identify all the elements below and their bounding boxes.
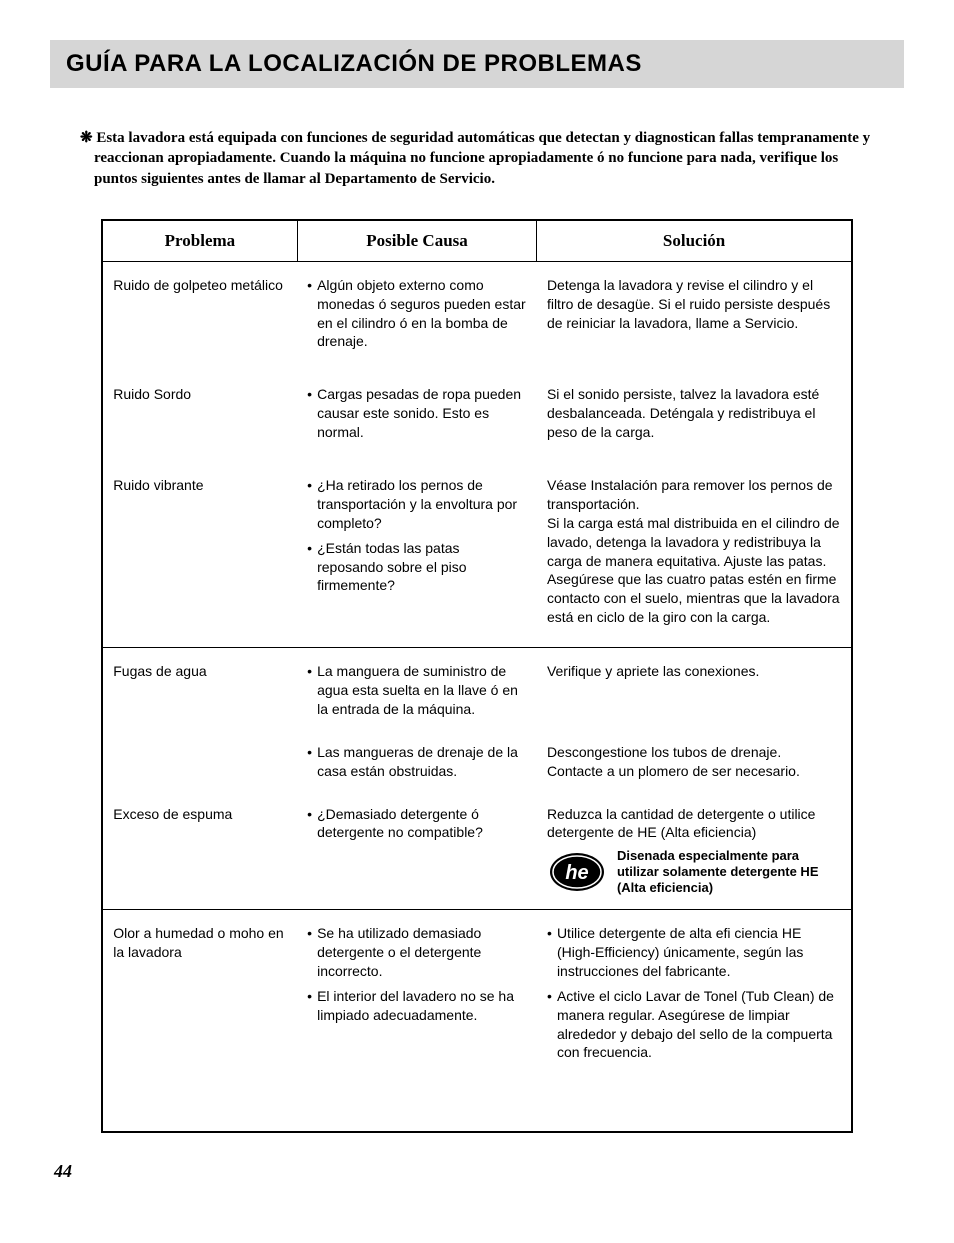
table-row: Olor a humedad o moho en la lavadora•Se … bbox=[102, 910, 852, 1083]
bullet-icon: • bbox=[307, 385, 317, 442]
cell-solution: Reduzca la cantidad de detergente o util… bbox=[537, 791, 852, 910]
cause-text: ¿Están todas las patas reposando sobre e… bbox=[317, 539, 527, 596]
cause-text: El interior del lavadero no se ha limpia… bbox=[317, 987, 527, 1025]
cell-cause: •Algún objeto externo como monedas ó seg… bbox=[297, 261, 537, 371]
he-badge-icon: he bbox=[547, 850, 607, 894]
solution-text: Active el ciclo Lavar de Tonel (Tub Clea… bbox=[557, 987, 841, 1063]
spacer-row bbox=[102, 1082, 852, 1132]
table-row: •Las mangueras de drenaje de la casa est… bbox=[102, 729, 852, 791]
header-row: Problema Posible Causa Solución bbox=[102, 220, 852, 262]
cause-text: Las mangueras de drenaje de la casa está… bbox=[317, 743, 527, 781]
cause-item: •¿Demasiado detergente ó detergente no c… bbox=[307, 805, 527, 843]
table-row: Ruido Sordo•Cargas pesadas de ropa puede… bbox=[102, 371, 852, 462]
cause-item: •¿Ha retirado los pernos de transportaci… bbox=[307, 476, 527, 533]
bullet-icon: • bbox=[307, 924, 317, 981]
cell-cause: •¿Ha retirado los pernos de transportaci… bbox=[297, 462, 537, 648]
cell-solution: Si el sonido persiste, talvez la lavador… bbox=[537, 371, 852, 462]
cell-solution: Detenga la lavadora y revise el cilindro… bbox=[537, 261, 852, 371]
cause-text: ¿Demasiado detergente ó detergente no co… bbox=[317, 805, 527, 843]
cell-problem bbox=[102, 729, 297, 791]
intro-marker: ❋ bbox=[80, 130, 96, 146]
cause-item: •Las mangueras de drenaje de la casa est… bbox=[307, 743, 527, 781]
cell-solution: Verifique y apriete las conexiones. bbox=[537, 648, 852, 729]
solution-text: Descongestione los tubos de drenaje. Con… bbox=[547, 743, 841, 781]
cause-text: La manguera de suministro de agua esta s… bbox=[317, 662, 527, 719]
cause-item: •Se ha utilizado demasiado detergente o … bbox=[307, 924, 527, 981]
bullet-icon: • bbox=[307, 805, 317, 843]
bullet-icon: • bbox=[547, 924, 557, 981]
bullet-icon: • bbox=[307, 662, 317, 719]
cell-cause: •Cargas pesadas de ropa pueden causar es… bbox=[297, 371, 537, 462]
cause-text: Algún objeto externo como monedas ó segu… bbox=[317, 276, 527, 352]
bullet-icon: • bbox=[307, 276, 317, 352]
table-row: Fugas de agua•La manguera de suministro … bbox=[102, 648, 852, 729]
cell-cause: •Las mangueras de drenaje de la casa est… bbox=[297, 729, 537, 791]
cause-item: •Cargas pesadas de ropa pueden causar es… bbox=[307, 385, 527, 442]
cell-problem: Ruido vibrante bbox=[102, 462, 297, 648]
cell-cause: •¿Demasiado detergente ó detergente no c… bbox=[297, 791, 537, 910]
solution-item: •Active el ciclo Lavar de Tonel (Tub Cle… bbox=[547, 987, 841, 1063]
solution-text: Reduzca la cantidad de detergente o util… bbox=[547, 805, 841, 843]
title-bar: GUÍA PARA LA LOCALIZACIÓN DE PROBLEMAS bbox=[50, 40, 904, 88]
cause-text: Se ha utilizado demasiado detergente o e… bbox=[317, 924, 527, 981]
cell-solution: •Utilice detergente de alta efi ciencia … bbox=[537, 910, 852, 1083]
cause-text: Cargas pesadas de ropa pueden causar est… bbox=[317, 385, 527, 442]
header-solution: Solución bbox=[537, 220, 852, 262]
solution-item: •Utilice detergente de alta efi ciencia … bbox=[547, 924, 841, 981]
cell-problem: Olor a humedad o moho en la lavadora bbox=[102, 910, 297, 1083]
bullet-icon: • bbox=[307, 743, 317, 781]
table-row: Ruido vibrante•¿Ha retirado los pernos d… bbox=[102, 462, 852, 648]
cause-item: •La manguera de suministro de agua esta … bbox=[307, 662, 527, 719]
bullet-icon: • bbox=[307, 476, 317, 533]
page-title: GUÍA PARA LA LOCALIZACIÓN DE PROBLEMAS bbox=[66, 50, 888, 78]
header-cause: Posible Causa bbox=[297, 220, 537, 262]
solution-text: Detenga la lavadora y revise el cilindro… bbox=[547, 276, 841, 333]
cell-solution: Véase Instalación para remover los perno… bbox=[537, 462, 852, 648]
cell-problem: Exceso de espuma bbox=[102, 791, 297, 910]
page-number: 44 bbox=[54, 1161, 904, 1182]
cell-problem: Ruido de golpeteo metálico bbox=[102, 261, 297, 371]
table-row: Ruido de golpeteo metálico•Algún objeto … bbox=[102, 261, 852, 371]
troubleshooting-table: Problema Posible Causa Solución Ruido de… bbox=[101, 219, 853, 1134]
bullet-icon: • bbox=[307, 539, 317, 596]
solution-text: Utilice detergente de alta efi ciencia H… bbox=[557, 924, 841, 981]
solution-text: Si el sonido persiste, talvez la lavador… bbox=[547, 385, 841, 442]
cell-solution: Descongestione los tubos de drenaje. Con… bbox=[537, 729, 852, 791]
intro-paragraph: ❋ Esta lavadora está equipada con funcio… bbox=[80, 128, 874, 189]
he-note: he Disenada especialmente para utilizar s… bbox=[547, 848, 841, 895]
cell-problem: Ruido Sordo bbox=[102, 371, 297, 462]
svg-text:he: he bbox=[565, 862, 588, 884]
solution-text: Véase Instalación para remover los perno… bbox=[547, 476, 841, 627]
cause-item: •¿Están todas las patas reposando sobre … bbox=[307, 539, 527, 596]
cell-cause: •Se ha utilizado demasiado detergente o … bbox=[297, 910, 537, 1083]
cause-item: •Algún objeto externo como monedas ó seg… bbox=[307, 276, 527, 352]
cell-cause: •La manguera de suministro de agua esta … bbox=[297, 648, 537, 729]
intro-text: Esta lavadora está equipada con funcione… bbox=[94, 130, 870, 187]
bullet-icon: • bbox=[307, 987, 317, 1025]
table-row: Exceso de espuma •¿Demasiado detergente ó… bbox=[102, 791, 852, 910]
he-note-text: Disenada especialmente para utilizar sol… bbox=[617, 848, 841, 895]
cell-problem: Fugas de agua bbox=[102, 648, 297, 729]
solution-text: Verifique y apriete las conexiones. bbox=[547, 662, 841, 681]
cause-text: ¿Ha retirado los pernos de transportació… bbox=[317, 476, 527, 533]
cause-item: •El interior del lavadero no se ha limpi… bbox=[307, 987, 527, 1025]
header-problem: Problema bbox=[102, 220, 297, 262]
bullet-icon: • bbox=[547, 987, 557, 1063]
table-body: Ruido de golpeteo metálico•Algún objeto … bbox=[102, 261, 852, 1132]
